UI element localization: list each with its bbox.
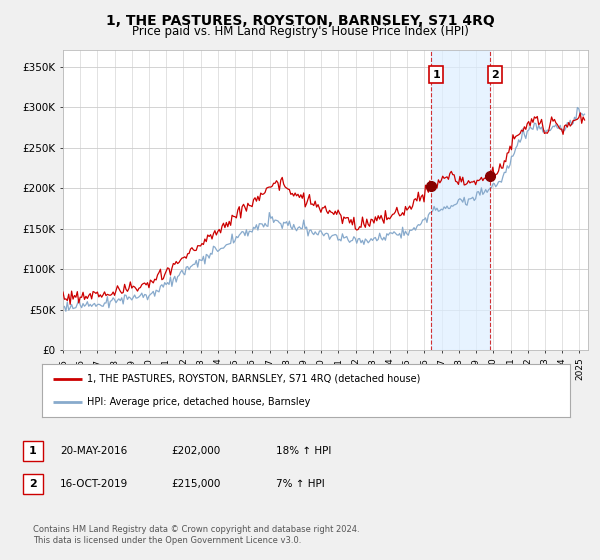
Text: 18% ↑ HPI: 18% ↑ HPI <box>276 446 331 456</box>
Text: 2: 2 <box>491 69 499 80</box>
Text: HPI: Average price, detached house, Barnsley: HPI: Average price, detached house, Barn… <box>87 397 310 407</box>
Text: £202,000: £202,000 <box>171 446 220 456</box>
Text: 1, THE PASTURES, ROYSTON, BARNSLEY, S71 4RQ (detached house): 1, THE PASTURES, ROYSTON, BARNSLEY, S71 … <box>87 374 420 384</box>
Text: Price paid vs. HM Land Registry's House Price Index (HPI): Price paid vs. HM Land Registry's House … <box>131 25 469 38</box>
Text: 2: 2 <box>29 479 37 489</box>
Text: £215,000: £215,000 <box>171 479 220 489</box>
Text: 20-MAY-2016: 20-MAY-2016 <box>60 446 127 456</box>
Text: 1: 1 <box>433 69 440 80</box>
Bar <box>431 50 490 350</box>
Text: 16-OCT-2019: 16-OCT-2019 <box>60 479 128 489</box>
Text: Contains HM Land Registry data © Crown copyright and database right 2024.
This d: Contains HM Land Registry data © Crown c… <box>33 525 359 545</box>
Text: 1: 1 <box>29 446 37 456</box>
Text: 7% ↑ HPI: 7% ↑ HPI <box>276 479 325 489</box>
Text: 1, THE PASTURES, ROYSTON, BARNSLEY, S71 4RQ: 1, THE PASTURES, ROYSTON, BARNSLEY, S71 … <box>106 14 494 28</box>
